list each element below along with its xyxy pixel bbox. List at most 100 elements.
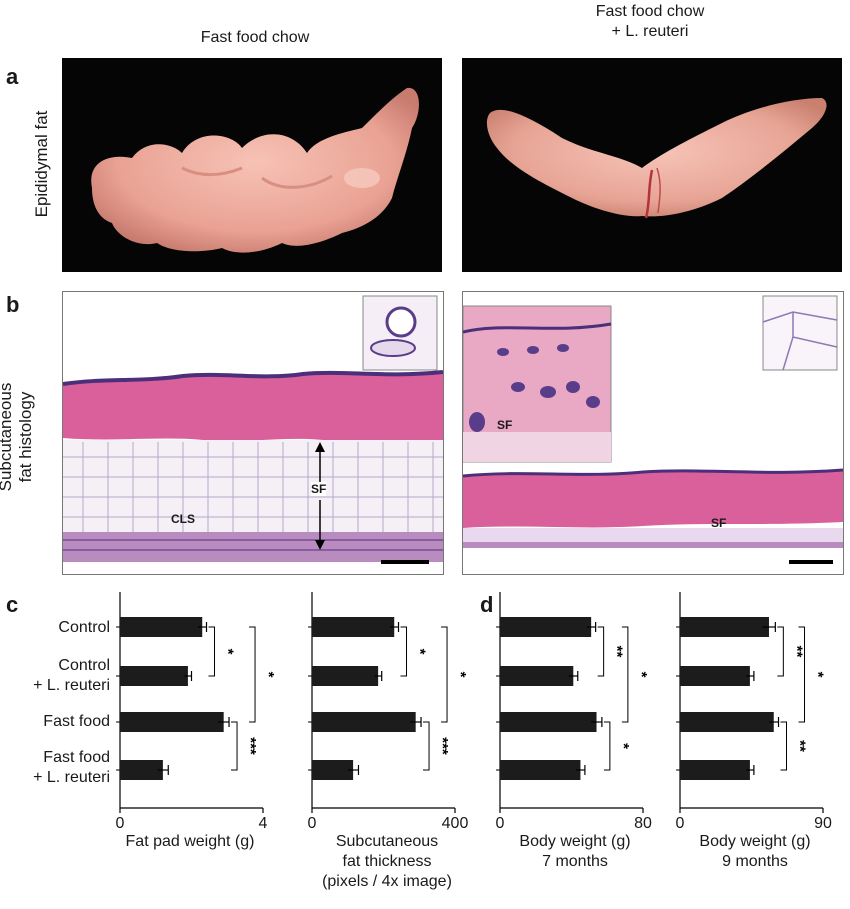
bar [500, 760, 581, 780]
row-label-line2: fat histology [16, 391, 35, 483]
row-label-line1: Subcutaneous [0, 382, 15, 492]
label-cls: CLS [171, 512, 195, 526]
label-sf-inset: SF [497, 418, 513, 432]
significance-label: *** [242, 737, 259, 755]
xlabel-line: Fat pad weight (g) [125, 833, 255, 850]
row-label-epididymal-fat: Epididymal fat [32, 110, 51, 218]
adipocyte-pattern-left [63, 442, 443, 532]
bar [120, 666, 188, 686]
bar [500, 666, 574, 686]
bar [680, 617, 769, 637]
significance-label: * [260, 672, 277, 678]
significance-bracket [603, 721, 611, 771]
xlabel-line: (pixels / 4x image) [322, 873, 452, 890]
significance-label: * [452, 672, 469, 678]
category-line1: Control [58, 657, 110, 674]
xlabel-body-weight-7m: Body weight (g) 7 months [490, 832, 660, 872]
fat-pad-illustration-right [486, 98, 827, 219]
bar [680, 666, 750, 686]
histology-illustration-right [463, 295, 843, 564]
significance-bracket [208, 626, 216, 677]
xlabel-line: Subcutaneous [335, 833, 439, 850]
panel-letter-b: b [6, 292, 20, 317]
column-title-fast-food-reuteri: Fast food chow + L. reuteri [550, 2, 750, 42]
significance-label: * [412, 649, 429, 655]
photo-epididymal-fat-fast-food [62, 58, 442, 272]
bar [500, 617, 592, 637]
histology-fast-food-reuteri: SF SF [462, 291, 844, 575]
x-tick-label: 90 [814, 815, 832, 828]
x-tick-label: 0 [496, 815, 505, 828]
histology-fast-food: CLS SF [62, 291, 444, 575]
label-sf-right: SF [711, 516, 727, 530]
significance-bracket [249, 626, 256, 723]
significance-bracket [621, 626, 629, 723]
bar [500, 712, 597, 732]
category-label-control: Control [0, 618, 110, 638]
category-line2: + L. reuteri [33, 677, 110, 694]
significance-bracket [798, 626, 806, 723]
xlabel-line: 9 months [722, 853, 788, 870]
xlabel-body-weight-9m: Body weight (g) 9 months [670, 832, 840, 872]
significance-bracket [777, 626, 784, 677]
column-title-line1: Fast food chow [595, 3, 705, 20]
category-label-control-reuteri: Control + L. reuteri [0, 656, 110, 696]
significance-bracket [597, 626, 605, 677]
column-title-line2: + L. reuteri [611, 23, 689, 40]
bar [312, 666, 379, 686]
significance-label: * [633, 672, 650, 678]
chart-subcutaneous-thickness: 0 400***** [308, 592, 469, 828]
category-line1: Fast food [43, 749, 110, 766]
xlabel-line: Body weight (g) [519, 833, 631, 850]
follicle-cells [469, 344, 600, 432]
bar [680, 712, 774, 732]
panel-letter-a: a [6, 64, 19, 89]
x-tick-label: 400 [442, 815, 469, 828]
x-tick-label: 0 [676, 815, 685, 828]
histology-illustration-left [63, 295, 443, 564]
xlabel-subcutaneous-thickness: Subcutaneous fat thickness (pixels / 4x … [292, 832, 482, 892]
bar [120, 617, 203, 637]
sf-arrow-left [315, 442, 325, 550]
category-label-fast-food: Fast food [0, 712, 110, 732]
fat-pad-illustration-left [91, 87, 419, 253]
category-line2: + L. reuteri [33, 769, 110, 786]
significance-label: * [615, 743, 632, 749]
category-line1: Fast food [43, 713, 110, 730]
photo-epididymal-fat-fast-food-reuteri [462, 58, 842, 272]
bar [120, 712, 224, 732]
chart-body-weight-9m: 0 90***** [676, 592, 832, 828]
x-tick-label: 4 [259, 815, 268, 828]
xlabel-fat-pad-weight: Fat pad weight (g) [100, 832, 280, 852]
x-tick-label: 80 [634, 815, 652, 828]
bar [120, 760, 163, 780]
panel-letter-d: d [480, 592, 494, 617]
chart-body-weight-7m: 0 80**** [496, 592, 652, 828]
significance-label: * [810, 672, 827, 678]
label-sf-left: SF [311, 482, 327, 496]
significance-bracket [780, 721, 788, 771]
bar [312, 760, 354, 780]
significance-label: ** [792, 740, 809, 752]
bar [680, 760, 750, 780]
significance-bracket [441, 626, 448, 723]
xlabel-line: fat thickness [342, 853, 432, 870]
category-line1: Control [58, 619, 110, 636]
significance-label: ** [609, 646, 626, 658]
column-title-fast-food: Fast food chow [200, 29, 310, 46]
chart-fat-pad-weight: 0 4***** [116, 592, 277, 828]
x-tick-label: 0 [308, 815, 317, 828]
significance-bracket [231, 721, 238, 771]
significance-bracket [400, 626, 408, 677]
significance-label: * [220, 649, 237, 655]
row-label-subcutaneous-histology: Subcutaneous fat histology [0, 367, 40, 507]
bar [312, 712, 416, 732]
panel-letter-c: c [6, 592, 19, 617]
x-tick-label: 0 [116, 815, 125, 828]
xlabel-line: 7 months [542, 853, 608, 870]
significance-label: ** [788, 646, 805, 658]
xlabel-line: Body weight (g) [699, 833, 811, 850]
bar [312, 617, 395, 637]
category-label-fast-food-reuteri: Fast food + L. reuteri [0, 748, 110, 788]
significance-label: *** [434, 737, 451, 755]
